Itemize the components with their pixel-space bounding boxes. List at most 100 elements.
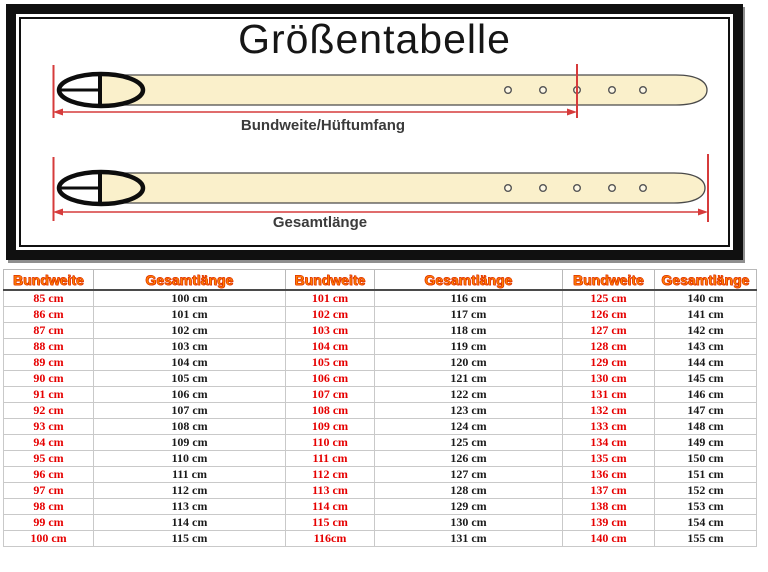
bundweite-cell: 113 cm (285, 482, 375, 499)
table-row: 94 cm 109 cm 110 cm 125 cm 134 cm 149 cm (3, 434, 757, 451)
gesamtlaenge-cell: 141 cm (654, 306, 757, 323)
belt-buckle-icon (56, 71, 146, 109)
gesamtlaenge-cell: 129 cm (374, 498, 563, 515)
bundweite-cell: 100 cm (3, 530, 94, 547)
table-row: 87 cm 102 cm 103 cm 118 cm 127 cm 142 cm (3, 322, 757, 339)
gesamtlaenge-cell: 114 cm (93, 514, 286, 531)
gesamtlaenge-cell: 144 cm (654, 354, 757, 371)
bundweite-cell: 99 cm (3, 514, 94, 531)
bundweite-cell: 115 cm (285, 514, 375, 531)
table-row: 96 cm 111 cm 112 cm 127 cm 136 cm 151 cm (3, 466, 757, 483)
header-gesamtlaenge-2: Gesamtlänge (374, 269, 563, 291)
gesamtlaenge-cell: 104 cm (93, 354, 286, 371)
bundweite-cell: 101 cm (285, 289, 375, 307)
gesamtlaenge-cell: 123 cm (374, 402, 563, 419)
gesamtlaenge-cell: 131 cm (374, 530, 563, 547)
gesamtlaenge-cell: 111 cm (93, 466, 286, 483)
gesamtlaenge-cell: 142 cm (654, 322, 757, 339)
belt-bottom (52, 154, 709, 222)
bundweite-cell: 104 cm (285, 338, 375, 355)
bundweite-cell: 108 cm (285, 402, 375, 419)
bundweite-cell: 85 cm (3, 289, 94, 307)
bundweite-cell: 110 cm (285, 434, 375, 451)
table-row: 85 cm 100 cm 101 cm 116 cm 125 cm 140 cm (3, 289, 757, 307)
gesamtlaenge-cell: 127 cm (374, 466, 563, 483)
bundweite-cell: 128 cm (562, 338, 655, 355)
gesamtlaenge-cell: 153 cm (654, 498, 757, 515)
gesamtlaenge-cell: 147 cm (654, 402, 757, 419)
size-table: Bundweite Gesamtlänge Bundweite Gesamtlä… (3, 269, 757, 547)
gesamtlaenge-cell: 118 cm (374, 322, 563, 339)
gesamtlaenge-cell: 107 cm (93, 402, 286, 419)
table-row: 93 cm 108 cm 109 cm 124 cm 133 cm 148 cm (3, 418, 757, 435)
bundweite-cell: 109 cm (285, 418, 375, 435)
bundweite-cell: 86 cm (3, 306, 94, 323)
bundweite-cell: 94 cm (3, 434, 94, 451)
belt-buckle-icon (56, 169, 146, 207)
bundweite-cell: 87 cm (3, 322, 94, 339)
gesamtlaenge-cell: 150 cm (654, 450, 757, 467)
gesamtlaenge-cell: 116 cm (374, 289, 563, 307)
gesamtlaenge-cell: 115 cm (93, 530, 286, 547)
size-chart-frame: Größentabelle (6, 4, 743, 260)
table-row: 92 cm 107 cm 108 cm 123 cm 132 cm 147 cm (3, 402, 757, 419)
bundweite-cell: 140 cm (562, 530, 655, 547)
header-bundweite-3: Bundweite (562, 269, 655, 291)
gesamtlaenge-cell: 108 cm (93, 418, 286, 435)
gesamtlaenge-cell: 128 cm (374, 482, 563, 499)
gesamtlaenge-cell: 103 cm (93, 338, 286, 355)
gesamtlaenge-cell: 100 cm (93, 289, 286, 307)
belt-strap (99, 172, 706, 204)
bundweite-cell: 96 cm (3, 466, 94, 483)
gesamtlaenge-cell: 117 cm (374, 306, 563, 323)
diagram-area: Größentabelle (16, 14, 733, 250)
gesamtlaenge-cell: 146 cm (654, 386, 757, 403)
bundweite-cell: 134 cm (562, 434, 655, 451)
gesamtlaenge-cell: 105 cm (93, 370, 286, 387)
gesamtlaenge-cell: 154 cm (654, 514, 757, 531)
gesamtlaenge-cell: 124 cm (374, 418, 563, 435)
bundweite-cell: 89 cm (3, 354, 94, 371)
bundweite-cell: 138 cm (562, 498, 655, 515)
belt-holes (504, 85, 648, 94)
gesamtlaenge-cell: 122 cm (374, 386, 563, 403)
table-row: 88 cm 103 cm 104 cm 119 cm 128 cm 143 cm (3, 338, 757, 355)
gesamtlaenge-cell: 143 cm (654, 338, 757, 355)
bundweite-cell: 107 cm (285, 386, 375, 403)
gesamtlaenge-cell: 110 cm (93, 450, 286, 467)
gesamtlaenge-cell: 151 cm (654, 466, 757, 483)
bundweite-cell: 126 cm (562, 306, 655, 323)
gesamtlaenge-cell: 102 cm (93, 322, 286, 339)
bundweite-cell: 139 cm (562, 514, 655, 531)
bundweite-cell: 133 cm (562, 418, 655, 435)
belt-strap (99, 74, 708, 106)
gesamtlaenge-arrowheads (53, 208, 708, 216)
bundweite-cell: 90 cm (3, 370, 94, 387)
bundweite-cell: 131 cm (562, 386, 655, 403)
bundweite-cell: 111 cm (285, 450, 375, 467)
bundweite-diagram-label: Bundweite/Hüftumfang (240, 117, 406, 134)
belt-diagram (52, 64, 709, 222)
table-row: 100 cm 115 cm 116cm 131 cm 140 cm 155 cm (3, 530, 757, 547)
gesamtlaenge-cell: 120 cm (374, 354, 563, 371)
bundweite-cell: 129 cm (562, 354, 655, 371)
table-row: 86 cm 101 cm 102 cm 117 cm 126 cm 141 cm (3, 306, 757, 323)
bundweite-cell: 130 cm (562, 370, 655, 387)
header-gesamtlaenge-3: Gesamtlänge (654, 269, 757, 291)
bundweite-cell: 102 cm (285, 306, 375, 323)
gesamtlaenge-cell: 119 cm (374, 338, 563, 355)
bundweite-cell: 106 cm (285, 370, 375, 387)
bundweite-cell: 95 cm (3, 450, 94, 467)
table-row: 90 cm 105 cm 106 cm 121 cm 130 cm 145 cm (3, 370, 757, 387)
bundweite-cell: 135 cm (562, 450, 655, 467)
gesamtlaenge-cell: 152 cm (654, 482, 757, 499)
gesamtlaenge-measure-lines (52, 154, 709, 222)
table-row: 97 cm 112 cm 113 cm 128 cm 137 cm 152 cm (3, 482, 757, 499)
gesamtlaenge-cell: 106 cm (93, 386, 286, 403)
gesamtlaenge-cell: 109 cm (93, 434, 286, 451)
gesamtlaenge-cell: 130 cm (374, 514, 563, 531)
belt-holes (504, 183, 648, 192)
bundweite-cell: 97 cm (3, 482, 94, 499)
bundweite-cell: 103 cm (285, 322, 375, 339)
bundweite-cell: 132 cm (562, 402, 655, 419)
